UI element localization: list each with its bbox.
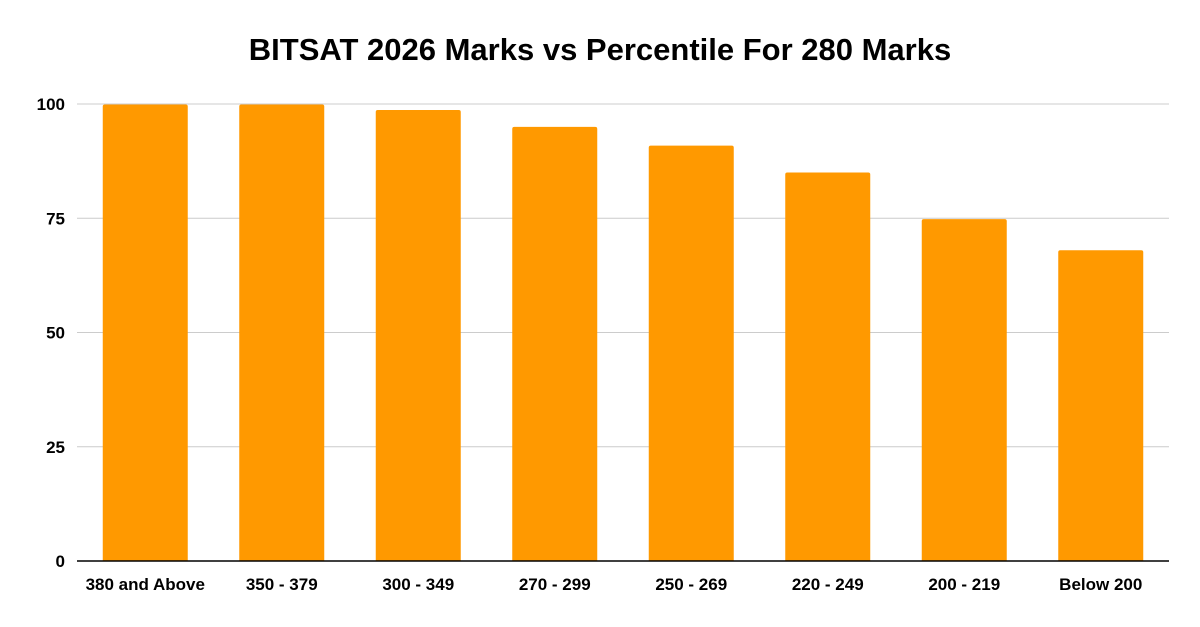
x-tick-label: 220 - 249 bbox=[792, 575, 864, 594]
chart-title: BITSAT 2026 Marks vs Percentile For 280 … bbox=[248, 32, 952, 67]
x-axis-ticks: 380 and Above 350 - 379 300 - 349 270 - 299… bbox=[86, 575, 1143, 594]
x-tick-label: 380 and Above bbox=[86, 575, 205, 594]
y-tick-label: 50 bbox=[46, 324, 65, 343]
x-tick-label: Below 200 bbox=[1059, 575, 1142, 594]
y-tick-label: 75 bbox=[46, 209, 65, 228]
x-tick-label: 200 - 219 bbox=[928, 575, 1000, 594]
x-tick-label: 270 - 299 bbox=[519, 575, 591, 594]
x-tick-label: 250 - 269 bbox=[655, 575, 727, 594]
y-tick-label: 25 bbox=[46, 438, 65, 457]
x-tick-label: 300 - 349 bbox=[382, 575, 454, 594]
bar bbox=[239, 104, 325, 561]
bar bbox=[375, 109, 461, 561]
x-tick-label: 350 - 379 bbox=[246, 575, 318, 594]
bar bbox=[921, 219, 1007, 561]
bars bbox=[102, 104, 1144, 562]
y-tick-label: 0 bbox=[56, 552, 65, 571]
y-axis-ticks: 0 25 50 75 100 bbox=[37, 95, 65, 571]
bar bbox=[1058, 250, 1144, 562]
bar bbox=[102, 104, 188, 561]
bar bbox=[648, 145, 734, 561]
bar bbox=[785, 172, 871, 562]
y-tick-label: 100 bbox=[37, 95, 65, 114]
bar bbox=[512, 126, 598, 561]
